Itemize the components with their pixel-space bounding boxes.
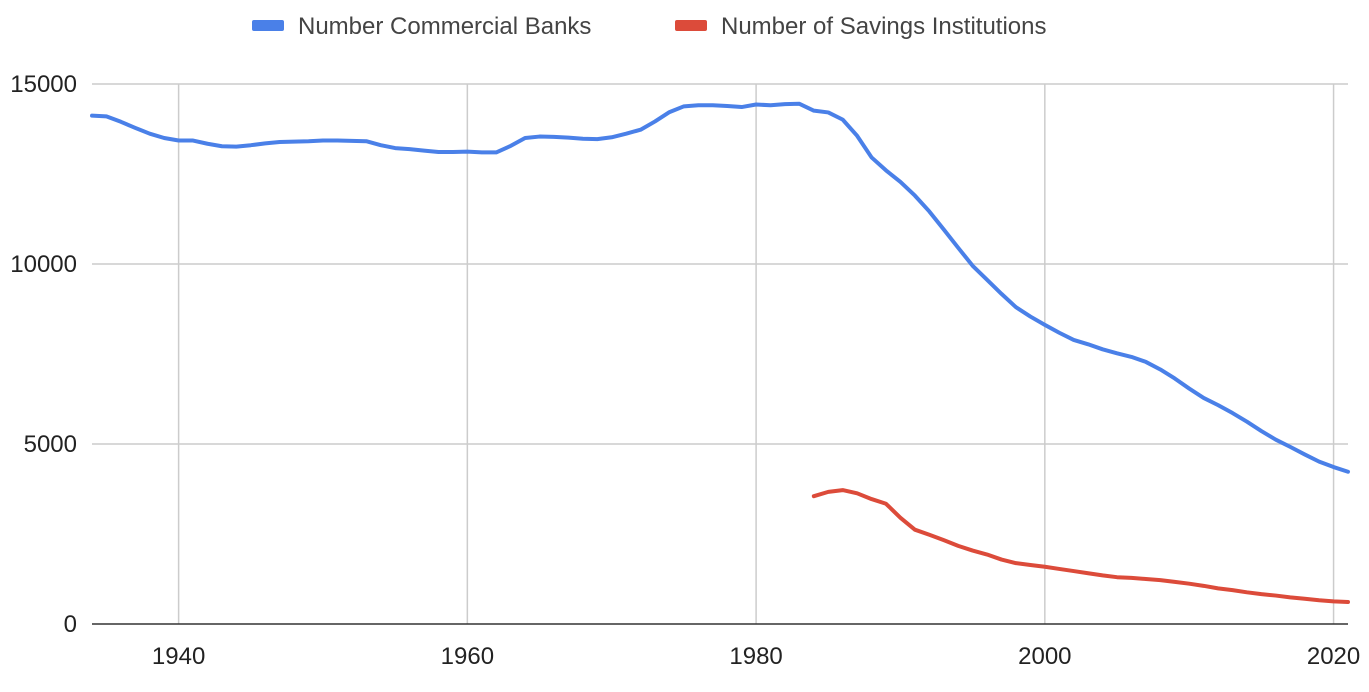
series-line-savings-institutions[interactable] — [811, 488, 1350, 605]
series-layer — [90, 101, 1350, 605]
legend[interactable]: Number Commercial Banks Number of Savings… — [252, 13, 1047, 40]
legend-item-savings-institutions[interactable]: Number of Savings Institutions — [675, 13, 1047, 40]
axis-layer: 0 5000 10000 15000 1940 1960 1980 2000 2020 — [10, 71, 1360, 670]
legend-item-commercial-banks[interactable]: Number Commercial Banks — [252, 13, 591, 40]
x-tick-label: 1940 — [152, 643, 205, 670]
y-tick-label: 5000 — [24, 431, 77, 458]
legend-swatch — [675, 20, 707, 31]
y-tick-label: 15000 — [10, 71, 77, 98]
legend-label: Number of Savings Institutions — [721, 13, 1047, 40]
y-tick-label: 0 — [64, 611, 77, 638]
x-tick-label: 1960 — [441, 643, 494, 670]
x-tick-label: 2020 — [1307, 643, 1360, 670]
series-line-commercial-banks[interactable] — [90, 101, 1350, 474]
grid-layer — [92, 83, 1348, 624]
x-tick-label: 1980 — [729, 643, 782, 670]
legend-label: Number Commercial Banks — [298, 13, 591, 40]
y-tick-label: 10000 — [10, 251, 77, 278]
x-tick-label: 2000 — [1018, 643, 1071, 670]
legend-swatch — [252, 20, 284, 31]
